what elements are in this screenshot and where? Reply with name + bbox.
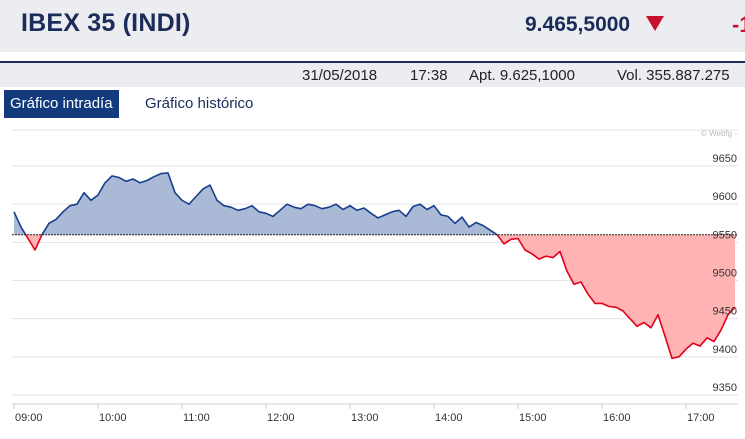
gain-area (42, 172, 497, 235)
x-tick-label: 11:00 (183, 412, 210, 424)
y-axis-ticks: 9650 9600 9550 9500 9450 9400 9350 (713, 153, 737, 394)
loss-line (25, 234, 43, 251)
watermark: © Webfg - (701, 129, 737, 138)
gain-area (14, 211, 26, 235)
header-divider (0, 61, 745, 63)
x-tick-label: 15:00 (519, 412, 547, 424)
quote-time: 17:38 (410, 67, 448, 84)
loss-line (496, 234, 736, 360)
tab-intraday[interactable]: Gráfico intradía (4, 90, 119, 118)
loss-area (25, 234, 42, 250)
y-tick-label: 9400 (713, 344, 737, 356)
x-tick-label: 14:00 (435, 412, 463, 424)
x-tick-label: 09:00 (15, 412, 43, 424)
gain-line (13, 211, 27, 236)
last-price: 9.465,5000 (525, 13, 631, 36)
tab-historic[interactable]: Gráfico histórico (145, 95, 254, 112)
y-tick-label: 9650 (713, 153, 737, 165)
down-arrow-icon (646, 16, 664, 31)
x-tick-label: 17:00 (687, 412, 715, 424)
chart-lines (13, 172, 736, 360)
x-tick-label: 10:00 (99, 412, 127, 424)
volume: Vol. 355.887.275 (617, 67, 730, 84)
chart-tabs: Gráfico intradía Gráfico histórico (0, 88, 745, 120)
gain-line (41, 172, 498, 236)
intraday-chart: 9650 9600 9550 9500 9450 9400 9350 09:00 10:00 1… (12, 129, 738, 424)
x-tick-label: 16:00 (603, 412, 631, 424)
chart-areas (14, 172, 735, 359)
opening-price: Apt. 9.625,1000 (469, 67, 575, 84)
quote-date: 31/05/2018 (302, 67, 378, 84)
x-tick-label: 12:00 (267, 412, 295, 424)
y-tick-label: 9350 (713, 382, 737, 394)
y-tick-label: 9550 (713, 229, 737, 241)
info-bar: 31/05/2018 17:38 Apt. 9.625,1000 Vol. 35… (0, 63, 745, 87)
y-tick-label: 9600 (713, 191, 737, 203)
loss-area (497, 234, 735, 359)
y-tick-label: 9450 (713, 306, 737, 318)
x-axis-ticks: 09:00 10:00 11:00 12:00 13:00 14:00 15:00 16:00… (13, 404, 715, 424)
x-tick-label: 13:00 (351, 412, 379, 424)
y-tick-label: 9500 (713, 268, 737, 280)
quote-header: IBEX 35 (INDI) 9.465,5000 -1 (0, 0, 745, 52)
index-title: IBEX 35 (INDI) (21, 9, 191, 37)
price-change: -1 (732, 12, 745, 37)
